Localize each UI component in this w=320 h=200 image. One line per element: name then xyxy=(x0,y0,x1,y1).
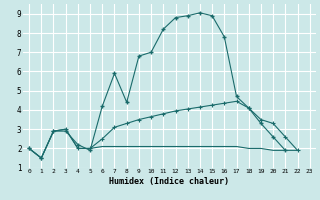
X-axis label: Humidex (Indice chaleur): Humidex (Indice chaleur) xyxy=(109,177,229,186)
